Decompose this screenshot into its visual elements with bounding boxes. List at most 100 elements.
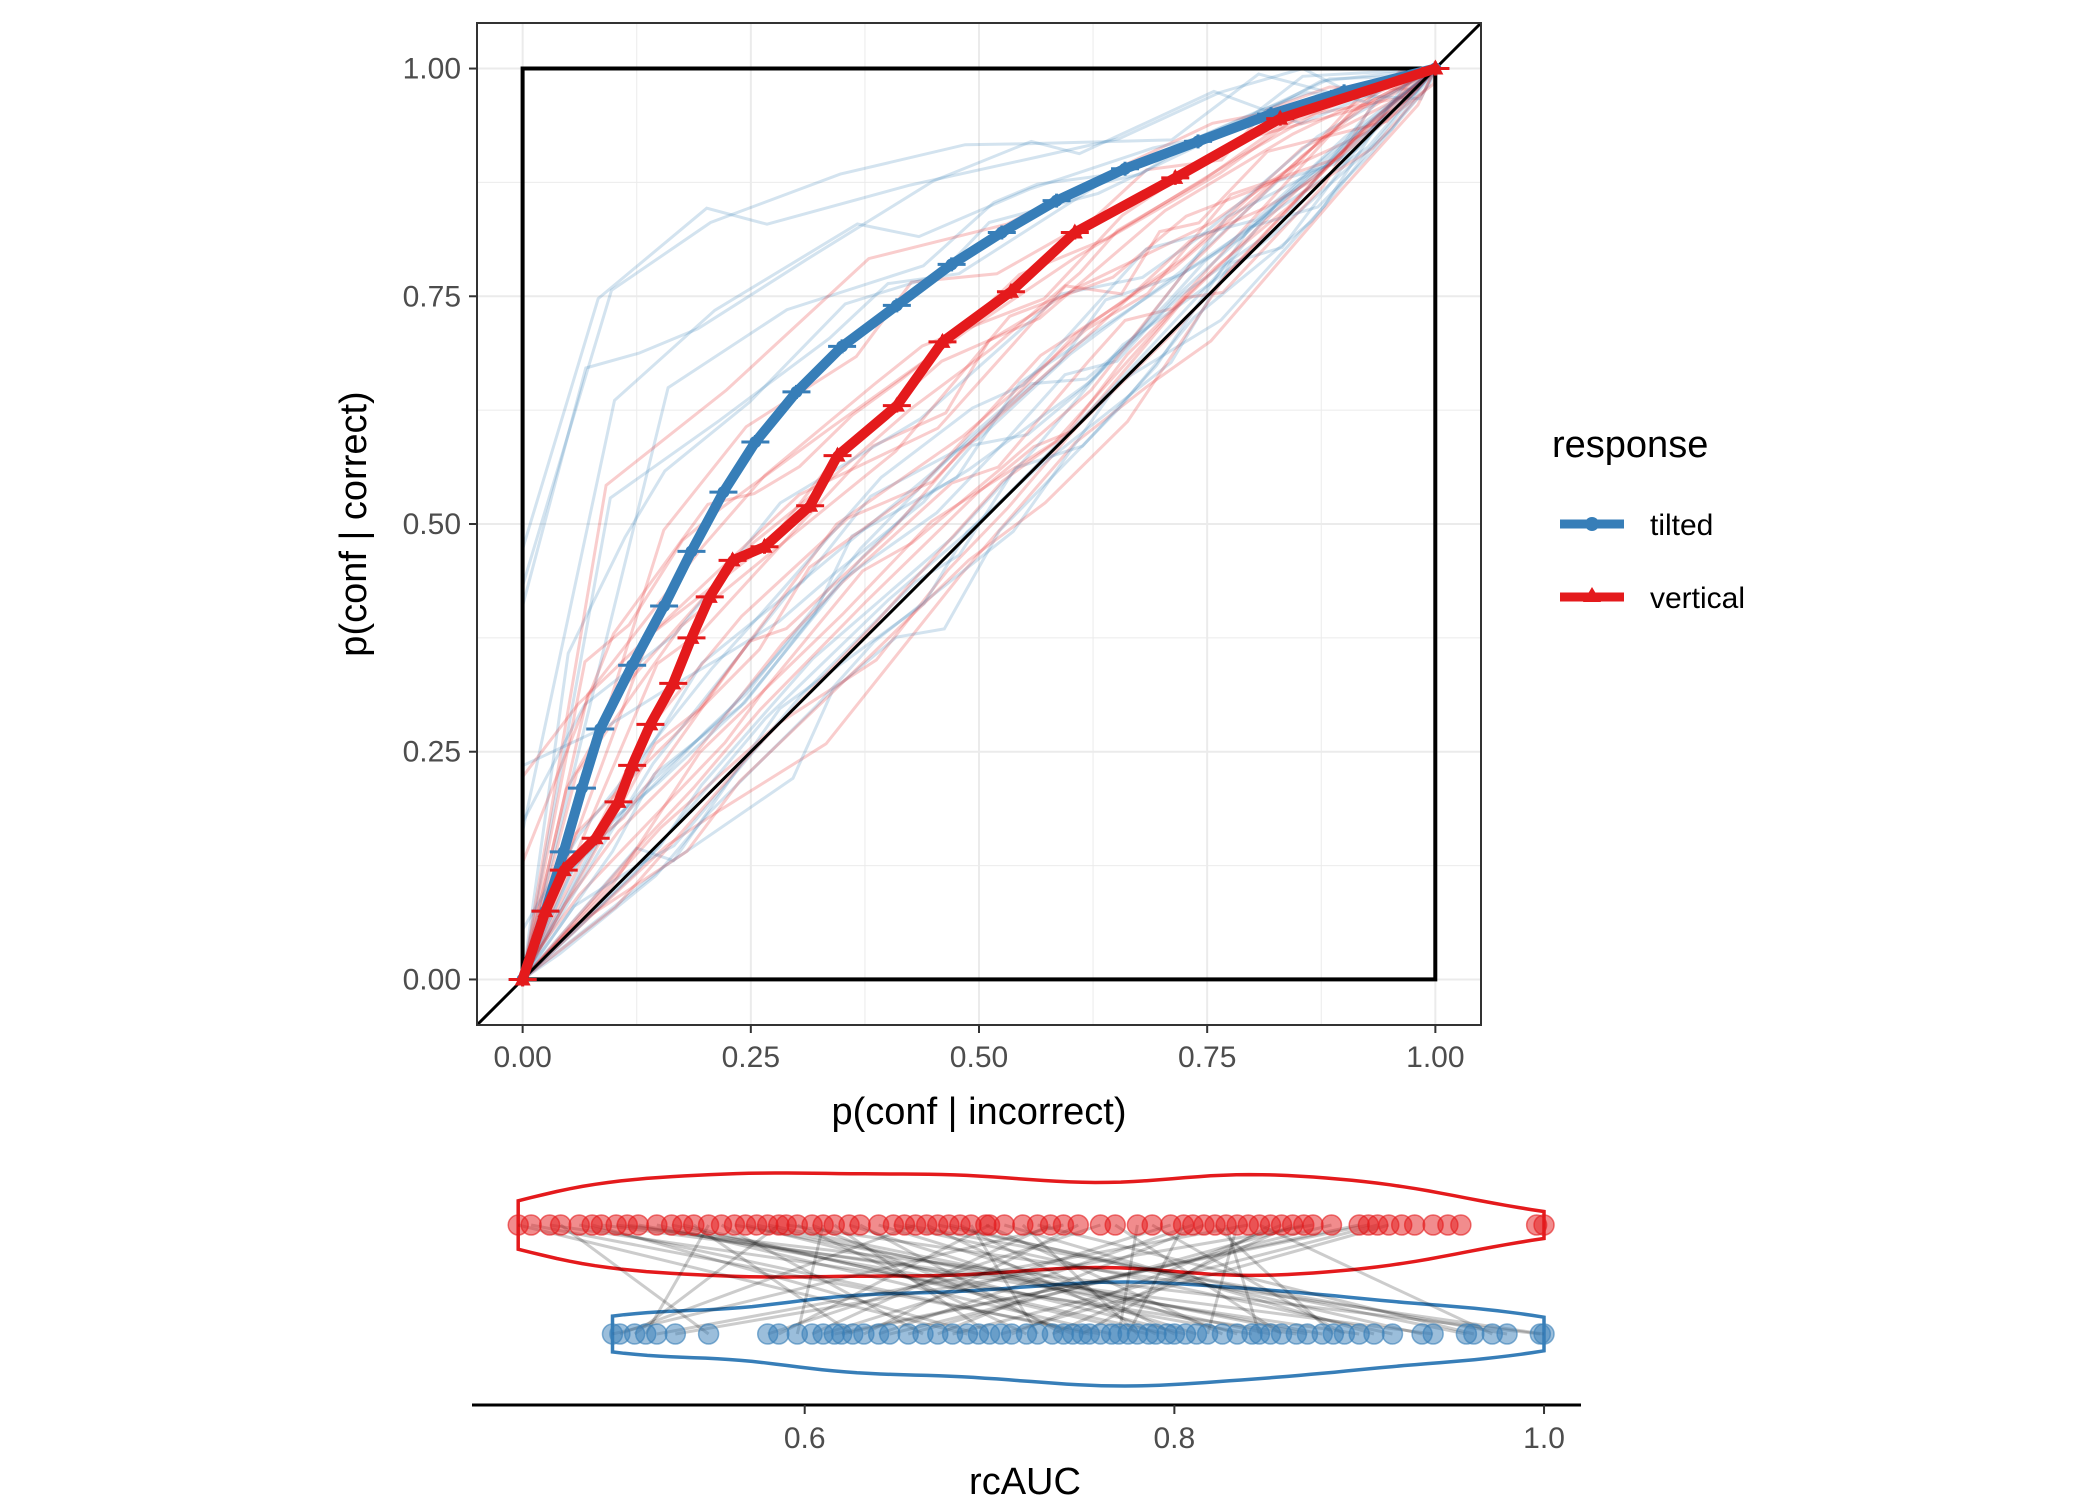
rcauc-subject-link <box>517 1223 968 1336</box>
rcauc-subject-link <box>745 1223 1186 1336</box>
roc-point-tilted <box>890 299 903 312</box>
roc-x-axis-title: p(conf | incorrect) <box>832 1091 1127 1133</box>
rcauc-subject-link <box>1114 1223 1283 1336</box>
roc-x-axis: 0.00 0.25 0.50 0.75 1.00 <box>493 1025 1465 1074</box>
roc-point-tilted <box>1050 194 1063 207</box>
roc-series <box>508 59 1450 987</box>
roc-subject-line <box>521 67 1437 981</box>
roc-point-vertical <box>610 792 627 808</box>
roc-point-vertical <box>1427 59 1444 75</box>
rcauc-subject-link <box>786 1223 1545 1336</box>
roc-point-vertical <box>624 756 641 772</box>
rcauc-point-vertical <box>1403 1214 1426 1236</box>
roc-y-tick-label: 0.00 <box>403 963 461 996</box>
legend-label-tilted: tilted <box>1650 509 1713 542</box>
roc-x-tick-label: 0.00 <box>493 1041 551 1074</box>
roc-x-tick-label: 0.75 <box>1178 1041 1236 1074</box>
rcauc-subject-link <box>811 1223 1052 1336</box>
roc-point-tilted <box>790 385 803 398</box>
rcauc-subject-link <box>1151 1223 1346 1336</box>
roc-subject-line <box>521 66 1436 550</box>
rcauc-subject-link <box>969 1224 1039 1335</box>
roc-panel: 0.00 0.25 0.50 0.75 1.00 0.00 0.25 0.50 0.75 1.0… <box>333 21 1483 1133</box>
roc-point-tilted <box>836 340 849 353</box>
rcauc-subject-link <box>937 1223 1467 1336</box>
roc-subject-line <box>521 67 1436 981</box>
rcauc-subject-link <box>904 1223 1508 1336</box>
roc-point-tilted <box>717 486 730 499</box>
roc-y-tick-label: 0.25 <box>403 736 461 769</box>
rcauc-subject-link <box>878 1223 1194 1336</box>
rcauc-subject-link <box>811 1223 1074 1336</box>
roc-point-tilted <box>1119 162 1132 175</box>
roc-subject-line <box>521 67 1437 981</box>
rcauc-subject-link <box>612 1223 1064 1336</box>
rcauc-subject-link <box>633 1223 780 1336</box>
rcauc-point-vertical <box>1067 1214 1090 1236</box>
rcauc-subject-link <box>1003 1223 1375 1336</box>
rcauc-subject-link <box>578 1223 1090 1336</box>
rcauc-subject-link <box>638 1223 1253 1336</box>
rcauc-subject-link <box>671 1223 1168 1336</box>
roc-point-vertical <box>514 970 531 986</box>
rcauc-points <box>507 1214 1555 1345</box>
roc-x-tick-label: 0.50 <box>950 1041 1008 1074</box>
rcauc-x-axis: 0.6 0.8 1.0 <box>784 1405 1565 1455</box>
rcauc-subject-link <box>822 1223 1172 1336</box>
rcauc-point-vertical <box>993 1214 1016 1236</box>
rcauc-point-tilted <box>1363 1323 1385 1345</box>
rcauc-subject-link <box>985 1223 1224 1336</box>
rcauc-point-vertical <box>849 1214 871 1236</box>
roc-point-vertical <box>1272 109 1289 125</box>
rcauc-subject-link <box>1258 1223 1493 1336</box>
rcauc-point-tilted <box>1463 1323 1485 1345</box>
rcauc-point-vertical <box>1141 1214 1163 1236</box>
rcauc-point-vertical <box>1302 1214 1324 1236</box>
roc-subject-line <box>521 67 1437 981</box>
rcauc-subject-link <box>926 1223 1157 1336</box>
roc-point-vertical <box>829 446 846 462</box>
roc-point-vertical <box>888 396 905 412</box>
roc-subject-line <box>521 67 1437 981</box>
rcauc-subject-link <box>833 1223 991 1336</box>
roc-x-tick-label: 1.00 <box>1406 1041 1464 1074</box>
roc-point-vertical <box>802 496 819 512</box>
rcauc-subject-link <box>656 1223 1112 1336</box>
roc-subject-line <box>521 67 1436 832</box>
roc-y-axis: 0.00 0.25 0.50 0.75 1.00 <box>403 53 477 996</box>
rcauc-subject-link <box>889 1223 1332 1336</box>
roc-point-tilted <box>749 436 762 449</box>
rcauc-subject-link <box>720 1223 924 1336</box>
roc-unit-square <box>520 66 1438 982</box>
roc-point-vertical <box>1167 168 1184 184</box>
rcauc-x-axis-title: rcAUC <box>969 1461 1081 1499</box>
rcauc-subject-link <box>959 1223 1176 1336</box>
roc-point-vertical <box>934 332 951 348</box>
roc-point-tilted <box>685 545 698 558</box>
roc-y-axis-title: p(conf | correct) <box>333 391 375 656</box>
rcauc-subject-link <box>591 1223 979 1336</box>
rcauc-subject-link <box>619 1223 917 1336</box>
roc-subject-line <box>521 67 1437 981</box>
roc-chance-diagonal <box>475 21 1483 1027</box>
rcauc-subject-link <box>841 1223 1360 1336</box>
rcauc-subject-link <box>878 1223 1238 1336</box>
rcauc-subject-link <box>1214 1223 1335 1336</box>
roc-point-vertical <box>537 902 554 918</box>
rcauc-subject-link <box>1051 1223 1294 1336</box>
roc-x-tick-label: 0.25 <box>722 1041 780 1074</box>
roc-point-vertical <box>642 715 659 731</box>
rcauc-panel: 0.6 0.8 1.0 rcAUC <box>472 1171 1581 1499</box>
rcauc-x-tick-label: 0.8 <box>1154 1422 1196 1455</box>
rcauc-point-tilted <box>664 1323 687 1345</box>
roc-point-tilted <box>557 845 570 858</box>
roc-point-tilted <box>1192 135 1205 148</box>
roc-subject-line <box>521 67 1437 981</box>
rcauc-point-vertical <box>1450 1214 1472 1236</box>
rcauc-subject-link <box>1021 1223 1139 1336</box>
rcauc-subject-links <box>517 1223 1545 1336</box>
rcauc-subject-link <box>952 1223 1379 1336</box>
roc-point-vertical <box>683 628 700 644</box>
roc-point-vertical <box>1066 223 1083 239</box>
roc-point-vertical <box>587 829 604 845</box>
